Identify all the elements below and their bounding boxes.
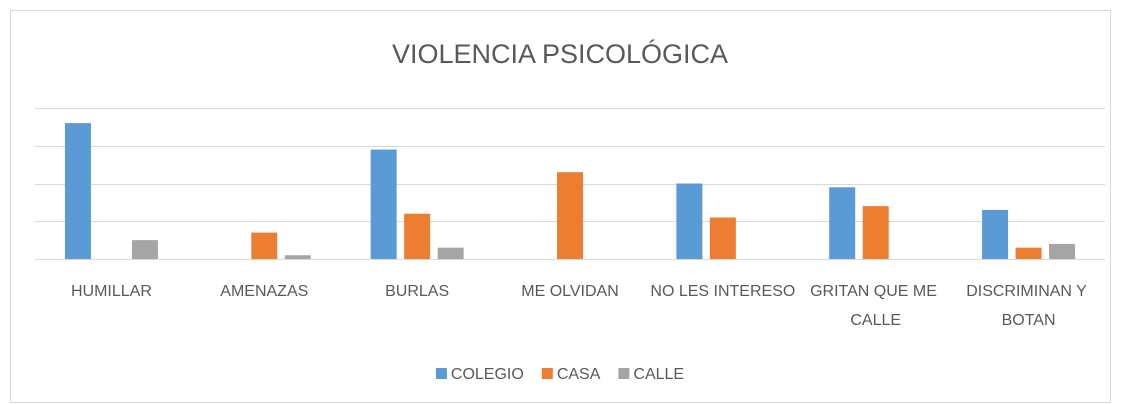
bar — [1049, 243, 1076, 259]
x-tick-label: BURLAS — [385, 283, 449, 300]
x-tick-label: HUMILLAR — [71, 283, 152, 300]
bar — [64, 123, 91, 259]
bar — [676, 183, 703, 259]
x-tick-label: DISCRIMINAN Y BOTAN — [966, 283, 1091, 329]
x-tick-label: NO LES INTERESO — [650, 283, 795, 300]
legend-label: CALLE — [633, 366, 684, 383]
legend-label: CASA — [557, 366, 601, 383]
x-tick-label: ME OLVIDAN — [521, 283, 619, 300]
bar — [437, 247, 464, 259]
legend-swatch — [541, 368, 553, 379]
legend-swatch — [435, 368, 447, 379]
bar — [131, 240, 158, 259]
bar — [1015, 247, 1042, 259]
legend-label: COLEGIO — [451, 366, 524, 383]
bar — [370, 149, 397, 259]
bar — [709, 217, 736, 259]
bar — [862, 206, 889, 259]
bar — [404, 213, 431, 259]
bar — [829, 187, 856, 259]
bar — [982, 209, 1009, 259]
x-tick-label: GRITAN QUE ME CALLE — [810, 283, 941, 329]
x-tick-label: AMENAZAS — [220, 283, 308, 300]
bar — [557, 172, 583, 259]
chart-title: VIOLENCIA PSICOLÓGICA — [392, 38, 728, 69]
legend-swatch — [618, 368, 630, 379]
bar — [251, 232, 278, 259]
bar — [284, 255, 311, 259]
